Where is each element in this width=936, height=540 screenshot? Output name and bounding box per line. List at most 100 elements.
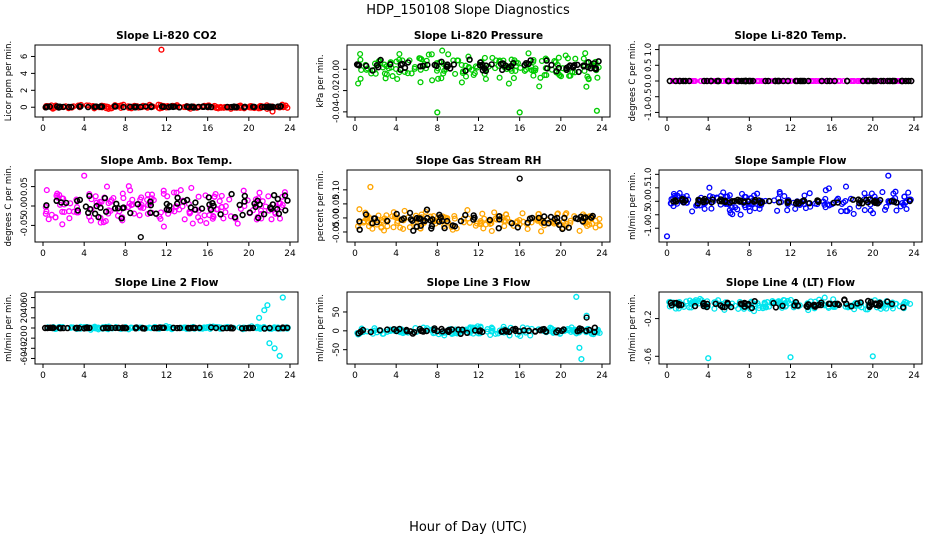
data-point bbox=[408, 70, 415, 77]
data-point bbox=[80, 325, 88, 332]
series-averaged bbox=[355, 314, 598, 337]
y-tick-label: -0.2 bbox=[644, 310, 654, 327]
x-tick-label: 12 bbox=[161, 371, 172, 381]
data-point bbox=[792, 205, 799, 212]
data-point bbox=[591, 328, 598, 336]
x-tick-label: 8 bbox=[122, 124, 128, 134]
data-point bbox=[269, 201, 276, 208]
y-axis-label: ml/min per min. bbox=[316, 294, 326, 362]
data-point bbox=[893, 207, 900, 214]
y-tick-label: -40 bbox=[20, 341, 30, 355]
data-point bbox=[458, 79, 465, 86]
data-point bbox=[434, 327, 441, 335]
data-point bbox=[241, 198, 248, 205]
data-point bbox=[479, 210, 486, 217]
x-tick-label: 16 bbox=[514, 371, 526, 381]
data-point bbox=[435, 75, 442, 82]
data-point bbox=[160, 190, 167, 197]
data-point bbox=[62, 199, 70, 207]
x-tick-label: 24 bbox=[284, 371, 296, 381]
data-point bbox=[775, 77, 782, 85]
data-point bbox=[252, 203, 259, 211]
data-point bbox=[589, 220, 596, 227]
data-point bbox=[451, 215, 458, 222]
data-point bbox=[103, 183, 111, 190]
data-point bbox=[883, 203, 890, 210]
data-point bbox=[91, 103, 98, 111]
data-point bbox=[439, 47, 446, 54]
data-point bbox=[801, 192, 808, 199]
data-point bbox=[592, 65, 600, 73]
data-point bbox=[195, 214, 202, 221]
data-point bbox=[530, 72, 537, 79]
data-point bbox=[826, 202, 833, 209]
data-point bbox=[153, 324, 160, 332]
y-tick-label: 0.00 bbox=[20, 197, 30, 216]
data-point bbox=[719, 303, 726, 311]
data-point bbox=[765, 197, 773, 205]
data-point bbox=[463, 329, 471, 336]
data-point bbox=[265, 103, 272, 111]
series-averaged bbox=[666, 77, 915, 85]
data-point bbox=[869, 210, 877, 217]
data-point bbox=[424, 214, 431, 222]
data-point bbox=[195, 193, 202, 200]
data-point bbox=[416, 55, 423, 62]
data-point bbox=[854, 300, 861, 307]
data-point bbox=[697, 77, 704, 85]
data-point bbox=[822, 195, 829, 202]
data-point bbox=[700, 77, 708, 85]
data-point bbox=[794, 302, 802, 309]
data-point bbox=[417, 63, 424, 70]
y-axis-label: percent per min. bbox=[316, 171, 326, 242]
data-point bbox=[585, 58, 592, 66]
x-tick-label: 12 bbox=[785, 124, 796, 134]
y-tick-label: 0.0 bbox=[644, 195, 654, 209]
data-point bbox=[211, 193, 218, 200]
x-tick-label: 24 bbox=[596, 249, 608, 259]
data-point bbox=[462, 211, 469, 219]
y-tick-label: -0.5 bbox=[644, 206, 654, 223]
data-point bbox=[277, 103, 284, 110]
data-point bbox=[496, 213, 503, 220]
data-point bbox=[455, 57, 462, 64]
data-point bbox=[802, 205, 809, 212]
data-point bbox=[514, 224, 521, 231]
data-point bbox=[728, 198, 736, 205]
data-point bbox=[708, 199, 715, 206]
data-point bbox=[540, 213, 548, 220]
data-point bbox=[227, 325, 234, 332]
panel-title: Slope Li-820 Temp. bbox=[734, 30, 846, 42]
data-point bbox=[701, 195, 708, 203]
data-point bbox=[98, 198, 105, 205]
panel-title: Slope Sample Flow bbox=[735, 155, 847, 167]
data-point bbox=[450, 61, 458, 68]
data-point bbox=[425, 51, 432, 58]
data-point bbox=[441, 224, 448, 232]
data-point bbox=[136, 212, 143, 219]
data-point bbox=[771, 77, 779, 85]
data-point bbox=[741, 300, 748, 307]
data-point bbox=[181, 216, 188, 223]
data-point bbox=[670, 77, 677, 85]
data-point bbox=[406, 224, 413, 231]
x-tick-label: 0 bbox=[664, 371, 670, 381]
outlier-point bbox=[434, 109, 441, 116]
data-point bbox=[102, 324, 110, 331]
data-point bbox=[384, 217, 391, 225]
data-point bbox=[251, 103, 258, 111]
data-point bbox=[737, 300, 744, 307]
y-tick-label: 40 bbox=[20, 302, 30, 313]
data-point bbox=[466, 56, 473, 63]
data-point bbox=[72, 324, 79, 332]
data-point bbox=[242, 325, 250, 332]
data-point bbox=[905, 77, 912, 85]
outlier-point bbox=[261, 307, 268, 314]
data-point bbox=[398, 216, 405, 223]
data-point bbox=[678, 301, 685, 309]
x-tick-label: 8 bbox=[434, 249, 440, 259]
x-tick-label: 8 bbox=[746, 371, 752, 381]
data-point bbox=[562, 52, 569, 59]
y-tick-label: 1.0 bbox=[644, 168, 654, 182]
x-tick-label: 16 bbox=[202, 124, 214, 134]
